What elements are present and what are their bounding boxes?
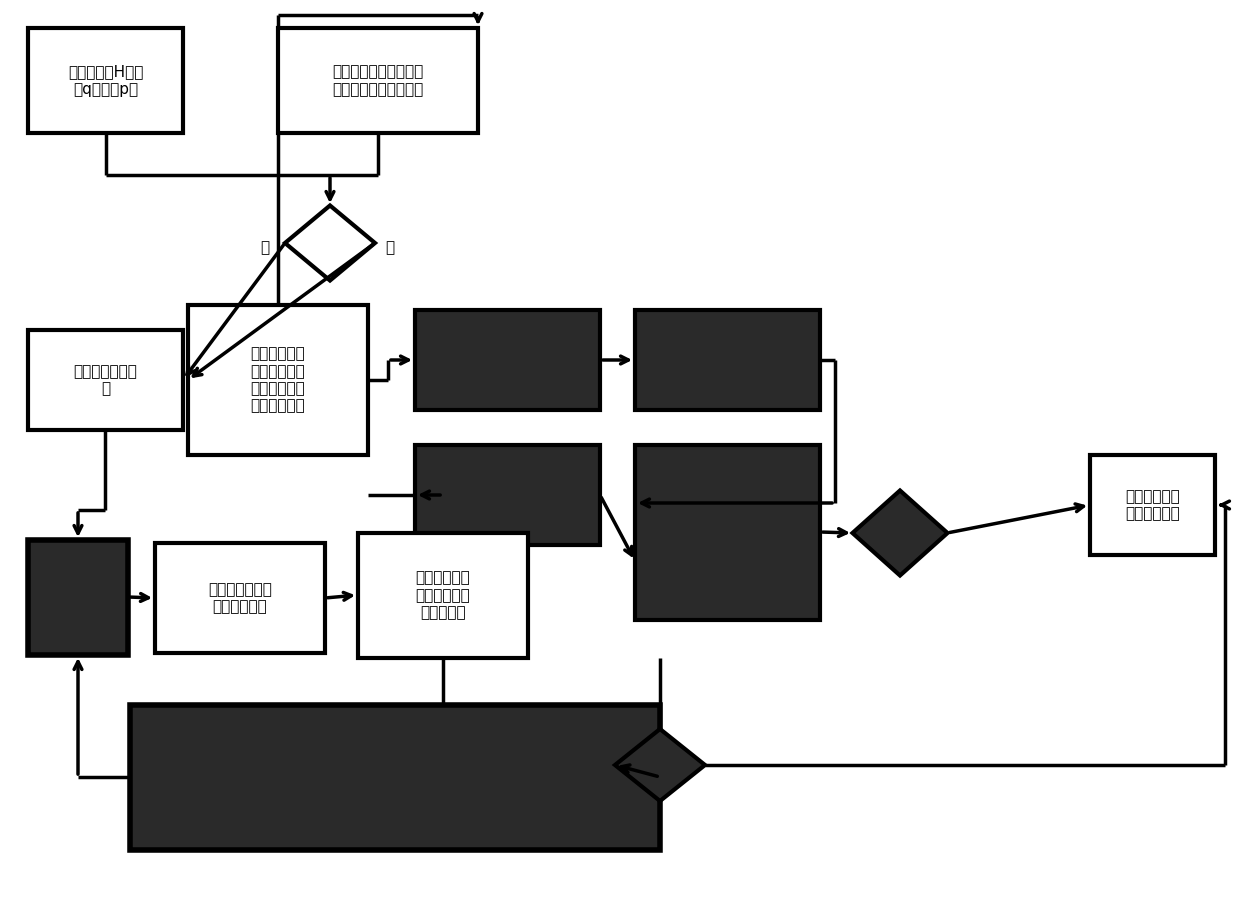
FancyBboxPatch shape bbox=[130, 705, 660, 850]
Text: 试验结束后，
分析试验结果: 试验结束后， 分析试验结果 bbox=[1125, 489, 1180, 521]
Text: 预估设备运行参数，利
用调试模型，进行调试: 预估设备运行参数，利 用调试模型，进行调试 bbox=[332, 64, 424, 96]
Text: 记录设备运行参
数: 记录设备运行参 数 bbox=[73, 364, 138, 396]
FancyBboxPatch shape bbox=[188, 305, 368, 455]
FancyBboxPatch shape bbox=[635, 445, 820, 620]
FancyBboxPatch shape bbox=[155, 543, 325, 653]
FancyBboxPatch shape bbox=[1090, 455, 1215, 555]
Text: 设计状态（H、热
流q、压力p）: 设计状态（H、热 流q、压力p） bbox=[68, 64, 143, 96]
FancyBboxPatch shape bbox=[278, 28, 477, 133]
Polygon shape bbox=[615, 729, 706, 801]
FancyBboxPatch shape bbox=[415, 310, 600, 410]
Text: 高温高速气体
经喷管流出，
冲刷试验件: 高温高速气体 经喷管流出， 冲刷试验件 bbox=[415, 570, 470, 620]
Text: 否: 否 bbox=[386, 241, 394, 255]
FancyBboxPatch shape bbox=[29, 330, 184, 430]
FancyBboxPatch shape bbox=[415, 445, 600, 545]
Text: 电弧风洞运行，
获得来流状态: 电弧风洞运行， 获得来流状态 bbox=[208, 582, 272, 614]
Text: 记录设备运行
参数对应的试
验状态，调整
设备运行参数: 记录设备运行 参数对应的试 验状态，调整 设备运行参数 bbox=[250, 346, 305, 414]
FancyBboxPatch shape bbox=[358, 533, 528, 658]
Text: 是: 是 bbox=[260, 241, 269, 255]
FancyBboxPatch shape bbox=[29, 28, 184, 133]
Polygon shape bbox=[853, 490, 947, 576]
Polygon shape bbox=[285, 205, 374, 281]
FancyBboxPatch shape bbox=[635, 310, 820, 410]
FancyBboxPatch shape bbox=[29, 540, 128, 655]
